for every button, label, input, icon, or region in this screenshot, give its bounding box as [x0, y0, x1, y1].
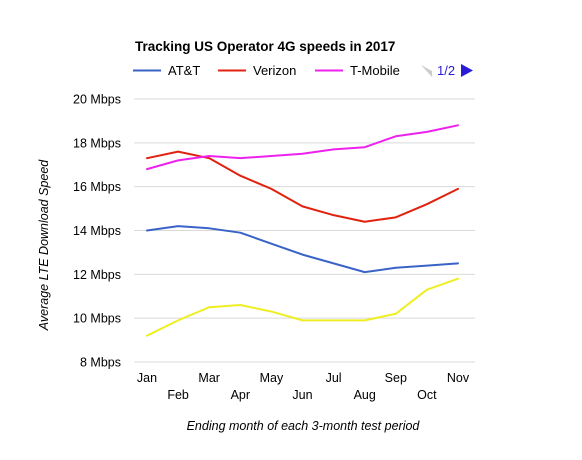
legend-page-indicator: 1/2	[437, 63, 455, 78]
legend-item-label: T-Mobile	[350, 63, 400, 78]
series-line	[146, 277, 459, 337]
x-tick-label: Feb	[167, 388, 189, 402]
series-line	[146, 225, 459, 274]
x-tick-label: Nov	[447, 371, 470, 385]
series-lines	[146, 124, 459, 337]
legend-item-label: AT&T	[168, 63, 200, 78]
legend: AT&T Verizon T-Mobile	[133, 63, 400, 78]
x-tick-label: Jun	[292, 388, 312, 402]
y-tick-label: 10 Mbps	[73, 312, 121, 326]
y-axis-label: Average LTE Download Speed	[37, 159, 51, 332]
x-axis-ticks: Jan Feb Mar Apr May Jun Jul Aug Sep Oct Nov	[137, 371, 470, 402]
y-axis-ticks: 8 Mbps 10 Mbps 12 Mbps 14 Mbps 16 Mbps 18 Mbp…	[73, 93, 121, 370]
triangle-right-icon[interactable]	[461, 64, 473, 77]
y-tick-label: 12 Mbps	[73, 268, 121, 282]
x-tick-label: Aug	[354, 388, 376, 402]
x-axis-label: Ending month of each 3-month test period	[187, 419, 421, 433]
series-line	[146, 124, 459, 171]
y-tick-label: 18 Mbps	[73, 136, 121, 150]
triangle-left-icon[interactable]	[421, 65, 432, 77]
y-tick-label: 14 Mbps	[73, 224, 121, 238]
legend-pager: 1/2	[421, 63, 473, 78]
x-tick-label: Mar	[198, 371, 220, 385]
x-tick-label: Sep	[385, 371, 407, 385]
x-tick-label: Oct	[417, 388, 437, 402]
chart-title: Tracking US Operator 4G speeds in 2017	[135, 39, 395, 54]
x-tick-label: Jan	[137, 371, 157, 385]
gridlines	[134, 98, 475, 363]
legend-item-label: Verizon	[253, 63, 296, 78]
y-tick-label: 20 Mbps	[73, 93, 121, 107]
series-line	[146, 150, 459, 223]
x-tick-label: Jul	[326, 371, 342, 385]
x-tick-label: May	[260, 371, 284, 385]
y-tick-label: 16 Mbps	[73, 180, 121, 194]
y-tick-label: 8 Mbps	[80, 356, 121, 370]
x-tick-label: Apr	[231, 388, 250, 402]
